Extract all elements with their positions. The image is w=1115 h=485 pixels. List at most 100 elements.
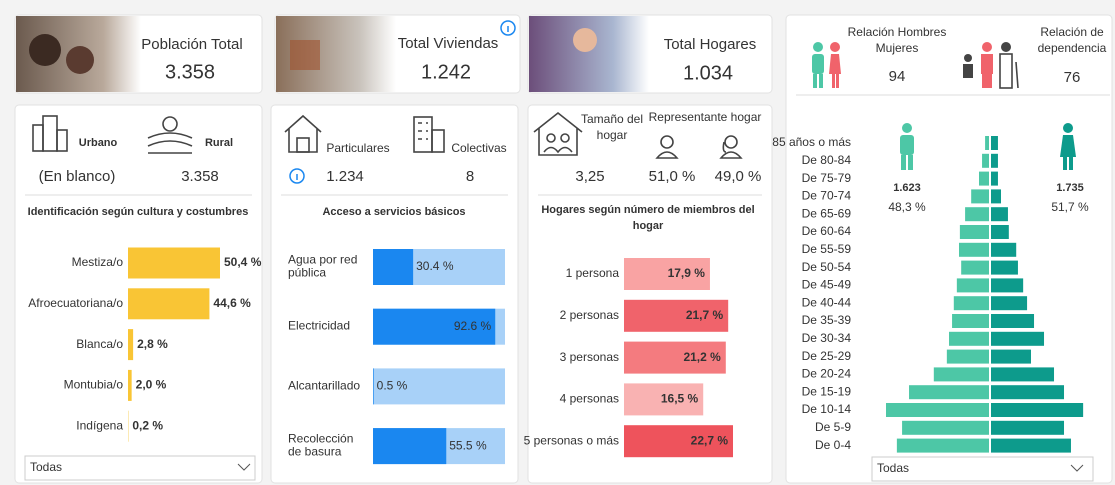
dropdown-value: Todas — [30, 460, 62, 474]
dependency-value: 76 — [1064, 69, 1081, 86]
info-icon[interactable] — [289, 168, 305, 184]
pyramid-bar — [991, 367, 1055, 382]
category-label: Alcantarillado — [288, 379, 360, 393]
pyramid-bar — [949, 331, 989, 346]
bar — [128, 329, 134, 361]
pyramid-bar — [959, 242, 989, 257]
pyramid-bar — [991, 136, 998, 150]
head-female-value: 49,0 % — [715, 168, 762, 185]
category-label: Mestiza/o — [72, 255, 124, 269]
value-label: 92.6 % — [454, 319, 492, 333]
dropdown[interactable] — [24, 455, 256, 481]
pyramid-bar — [991, 278, 1024, 293]
age-label: De 65-69 — [802, 206, 852, 220]
panel — [270, 104, 519, 484]
age-label: De 10-14 — [802, 402, 852, 416]
pyramid-bar — [952, 314, 989, 328]
pyramid-bar — [933, 367, 989, 382]
pyramid-bar — [909, 385, 989, 400]
pyramid-bar — [946, 349, 989, 364]
pyramid-bar — [991, 189, 1001, 204]
sex-ratio-value: 94 — [889, 68, 906, 85]
chart-title: Identificación según cultura y costumbre… — [28, 206, 249, 218]
age-label: De 45-49 — [802, 278, 852, 292]
value-label: 30.4 % — [416, 259, 454, 273]
age-label: De 20-24 — [802, 367, 852, 381]
dependency-icon — [963, 42, 1019, 89]
pyramid-bar — [991, 260, 1018, 275]
category-label: 2 personas — [560, 308, 619, 322]
age-label: De 75-79 — [802, 171, 852, 185]
male-icon — [900, 123, 914, 170]
category-label: 4 personas — [560, 392, 619, 406]
value-label: 17,9 % — [668, 266, 706, 280]
female-total: 1.735 — [1056, 182, 1084, 194]
photo — [573, 28, 597, 52]
category-label: Blanca/o — [76, 337, 123, 351]
value-label: 21,2 % — [683, 350, 721, 364]
bar — [128, 247, 220, 279]
pyramid-bar — [991, 385, 1065, 400]
kpi-title: Población Total — [141, 36, 242, 53]
house-icon — [284, 114, 322, 153]
bar — [373, 368, 374, 405]
value-label: 2,8 % — [137, 337, 168, 351]
pyramid-bar — [991, 225, 1009, 239]
bar — [624, 258, 710, 290]
size-value: 3,25 — [575, 168, 604, 185]
urban-label: Urbano — [79, 137, 118, 149]
size-label: Tamaño del hogar — [581, 112, 643, 142]
category-label: Afroecuatoriana/o — [28, 296, 123, 310]
private-value: 1.234 — [326, 168, 364, 185]
bar — [373, 308, 496, 345]
age-label: De 30-34 — [802, 331, 852, 345]
head-male-value: 51,0 % — [649, 168, 696, 185]
info-icon[interactable] — [500, 20, 516, 36]
collective-value: 8 — [466, 168, 474, 185]
female-head-icon — [719, 135, 743, 159]
pyramid-bar — [991, 296, 1028, 311]
panel — [785, 14, 1113, 484]
pyramid-bar — [982, 153, 989, 168]
pyramid-bar — [971, 189, 989, 204]
building-icon — [413, 116, 445, 153]
male-head-icon — [655, 135, 679, 159]
dependency-label: Relación de dependencia — [1038, 25, 1107, 55]
category-label: Indígena — [76, 418, 123, 432]
pyramid-bar — [956, 278, 989, 293]
bar-track — [373, 368, 505, 405]
age-label: De 70-74 — [802, 189, 852, 203]
bar — [128, 369, 132, 401]
female-share: 51,7 % — [1051, 200, 1089, 214]
pyramid-bar — [991, 403, 1084, 417]
kpi-value: 3.358 — [165, 61, 215, 83]
pyramid-bar — [991, 242, 1017, 257]
kpi-value: 1.034 — [683, 62, 733, 84]
value-label: 2,0 % — [136, 378, 167, 392]
chevron — [1070, 464, 1084, 472]
pyramid-bar — [991, 153, 998, 168]
age-label: De 80-84 — [802, 153, 852, 167]
pyramid-bar — [991, 420, 1065, 435]
pyramid-bar — [965, 207, 989, 222]
pyramid-bar — [979, 171, 989, 186]
age-label: De 55-59 — [802, 242, 852, 256]
dropdown[interactable] — [871, 456, 1094, 482]
female-icon — [1060, 123, 1076, 170]
pyramid-bar — [991, 171, 998, 186]
head-label: Representante hogar — [649, 110, 762, 124]
age-label: De 5-9 — [815, 420, 851, 434]
pyramid-bar — [953, 296, 989, 311]
value-label: 55.5 % — [449, 438, 487, 452]
value-label: 0.5 % — [377, 379, 408, 393]
photo — [66, 46, 94, 74]
chevron — [237, 463, 251, 471]
bar — [128, 288, 210, 320]
value-label: 22,7 % — [691, 433, 729, 447]
bar — [373, 428, 447, 465]
photo — [29, 34, 61, 66]
category-label: 5 personas o más — [524, 433, 619, 447]
chart-title: Hogares según número de miembros del hoga… — [541, 204, 754, 232]
age-label: 85 años o más — [772, 135, 851, 149]
